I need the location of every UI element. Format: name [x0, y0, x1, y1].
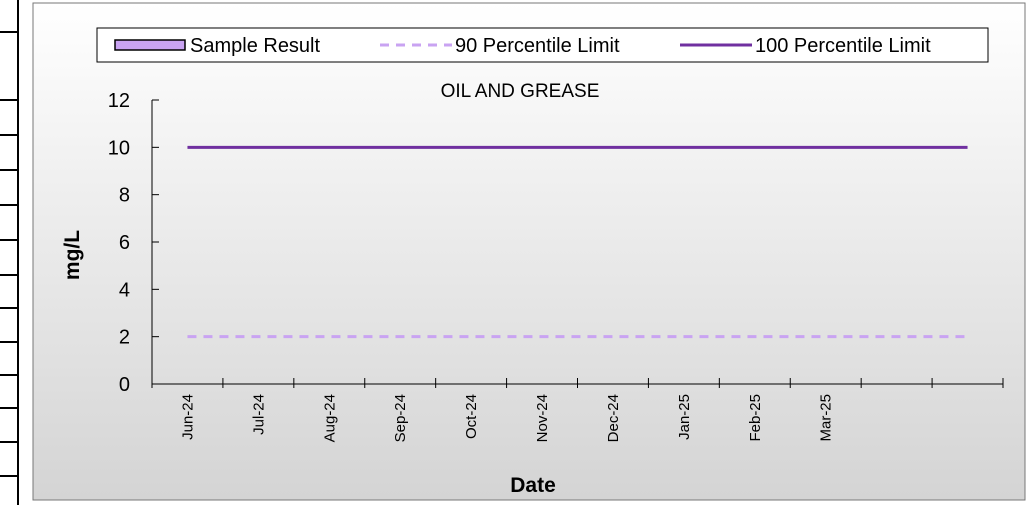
y-tick-label: 10 — [108, 137, 130, 159]
x-tick-label: Dec-24 — [605, 394, 622, 442]
x-tick-label: Aug-24 — [321, 394, 338, 442]
x-tick-label: Feb-25 — [747, 394, 764, 442]
legend-swatch — [114, 39, 186, 51]
y-tick-label: 6 — [119, 232, 130, 254]
legend-label: 90 Percentile Limit — [455, 35, 620, 57]
x-tick-label: Sep-24 — [392, 394, 409, 442]
chart-frame — [32, 2, 1026, 501]
legend-label: 100 Percentile Limit — [755, 35, 931, 57]
x-tick-label: Mar-25 — [818, 394, 835, 442]
legend-label: Sample Result — [190, 35, 321, 57]
x-tick-label: Jun-24 — [179, 394, 196, 440]
x-axis-label: Date — [510, 474, 556, 497]
table-edge — [0, 0, 19, 505]
x-tick-label: Oct-24 — [463, 394, 480, 439]
y-tick-label: 12 — [108, 90, 130, 112]
y-tick-label: 2 — [119, 327, 130, 349]
chart-title: OIL AND GREASE — [441, 81, 600, 102]
y-axis-label: mg/L — [61, 230, 84, 280]
y-tick-label: 8 — [119, 185, 130, 207]
x-tick-label: Jan-25 — [676, 394, 693, 440]
legend — [96, 27, 989, 63]
x-tick-label: Jul-24 — [250, 394, 267, 435]
y-tick-label: 4 — [119, 279, 130, 301]
y-tick-label: 0 — [119, 374, 130, 396]
x-tick-label: Nov-24 — [534, 394, 551, 442]
